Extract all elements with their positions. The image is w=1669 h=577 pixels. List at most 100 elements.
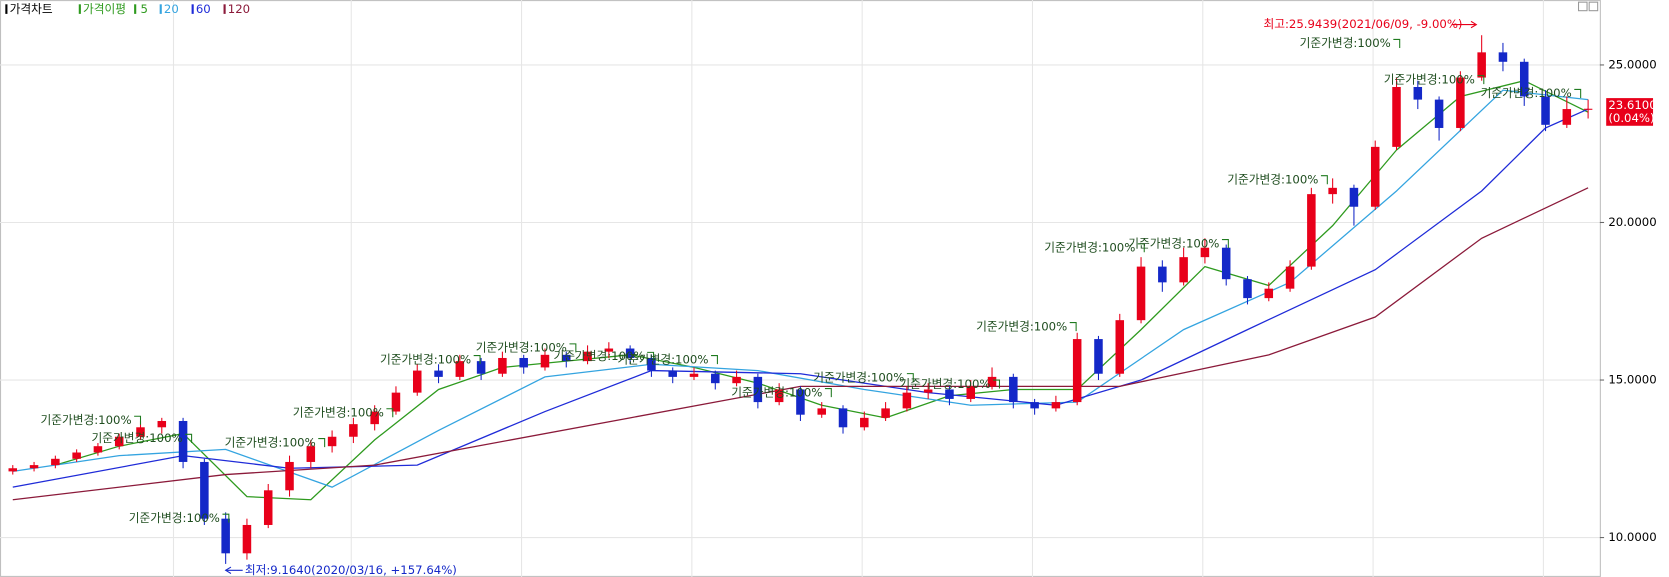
candle-body	[1519, 61, 1529, 97]
legend-entry: 20	[164, 2, 179, 16]
candle-body	[1285, 266, 1295, 289]
candle-body	[1009, 376, 1018, 403]
legend-swatch	[159, 4, 162, 14]
legend-swatch	[223, 4, 226, 14]
base-change-note: 기준가변경:100%	[1300, 36, 1391, 50]
candle-body	[583, 351, 592, 362]
candle-body	[1477, 52, 1486, 78]
note-pointer	[647, 351, 655, 361]
candle-body	[774, 389, 784, 403]
candle-body	[1456, 77, 1465, 128]
candle-body	[711, 373, 720, 384]
base-change-note: 기준가변경:100%	[899, 377, 990, 391]
candle-body	[1179, 257, 1188, 283]
note-pointer	[1574, 88, 1582, 98]
candle-body	[498, 357, 507, 374]
candle-body	[753, 376, 763, 403]
y-tick-label: 20.0000	[1608, 215, 1656, 229]
candle-body	[689, 373, 699, 377]
low-arrow-head	[224, 566, 232, 574]
last-price-change: (0.04%)	[1608, 111, 1654, 125]
note-pointer	[569, 343, 577, 353]
note-pointer	[1221, 239, 1229, 249]
candle-body	[8, 468, 18, 472]
candle-body	[1370, 146, 1380, 207]
candle-body	[1094, 339, 1103, 374]
candle-body	[1136, 266, 1146, 321]
legend-swatch	[78, 4, 81, 14]
note-pointer	[473, 355, 481, 365]
candle-body	[519, 357, 528, 368]
candle-body	[1200, 247, 1210, 258]
candle-body	[412, 370, 422, 393]
candle-body	[476, 361, 486, 374]
candle-body	[1072, 339, 1082, 403]
y-tick-label: 25.0000	[1608, 57, 1656, 71]
candle-body	[1221, 247, 1231, 280]
candle-body	[263, 490, 273, 525]
last-price-box	[1606, 98, 1654, 126]
candle-body	[1541, 96, 1550, 125]
base-change-note: 기준가변경:100%	[129, 511, 220, 525]
annotations: 기준가변경:100%기준가변경:100%기준가변경:100%기준가변경:100%…	[40, 17, 1582, 577]
candle-body	[647, 357, 656, 371]
candle-body	[93, 446, 103, 453]
base-change-note: 기준가변경:100%	[40, 413, 131, 427]
note-pointer	[185, 433, 193, 443]
low-note: 최저:9.1640(2020/03/16, +157.64%)	[245, 563, 457, 577]
candle-body	[1243, 279, 1252, 299]
note-pointer	[824, 388, 832, 398]
base-change-note: 기준가변경:100%	[1044, 241, 1135, 255]
legend-ma-label: 가격이평	[83, 2, 126, 16]
candle-body	[1583, 108, 1593, 110]
candle-body	[604, 348, 614, 352]
candle-body	[242, 524, 252, 554]
window-button[interactable]	[1588, 1, 1599, 12]
y-tick-label: 15.0000	[1608, 373, 1656, 387]
candle-body	[1434, 99, 1444, 128]
base-change-note: 기준가변경:100%	[813, 370, 904, 384]
base-change-note: 기준가변경:100%	[92, 431, 183, 445]
candle-body	[1307, 194, 1316, 267]
candle-body	[136, 427, 145, 437]
note-pointer	[386, 408, 394, 418]
candle-body	[221, 518, 230, 554]
note-pointer	[1393, 38, 1401, 48]
candle-body	[1051, 402, 1061, 409]
base-change-note: 기준가변경:100%	[1227, 172, 1318, 186]
candle-body	[987, 376, 997, 387]
legend-swatch	[191, 4, 194, 14]
plot-frame	[0, 0, 1601, 577]
candle-body	[349, 424, 358, 437]
candle-body	[1158, 266, 1167, 283]
note-pointer	[906, 373, 914, 383]
note-pointer	[1477, 75, 1485, 85]
candle-body	[1030, 402, 1039, 409]
base-change-note: 기준가변경:100%	[976, 319, 1067, 333]
candle-body	[1115, 320, 1125, 374]
candles	[8, 35, 1593, 564]
candle-body	[391, 392, 401, 412]
candle-body	[923, 389, 933, 393]
candle-body	[1328, 187, 1337, 195]
candle-body	[327, 436, 337, 447]
candle-body	[881, 408, 890, 418]
legend-title: 가격차트	[10, 2, 53, 16]
candle-body	[434, 370, 443, 377]
candle-body	[114, 436, 124, 447]
y-tick-label: 10.0000	[1608, 530, 1656, 544]
candle-body	[306, 446, 316, 462]
candle-body	[625, 348, 635, 358]
legend-entry: 60	[196, 2, 211, 16]
candle-body	[72, 452, 81, 459]
base-change-note: 기준가변경:100%	[1128, 236, 1219, 250]
high-note: 최고:25.9439(2021/06/09, -9.00%)	[1263, 17, 1462, 31]
base-change-note: 기준가변경:100%	[380, 352, 471, 366]
candle-body	[1413, 87, 1423, 100]
candle-body	[902, 392, 912, 409]
window-button[interactable]	[1577, 1, 1588, 12]
legend-swatch	[134, 4, 137, 14]
ma-line	[12, 187, 1589, 501]
base-change-note: 기준가변경:100%	[1481, 86, 1572, 100]
